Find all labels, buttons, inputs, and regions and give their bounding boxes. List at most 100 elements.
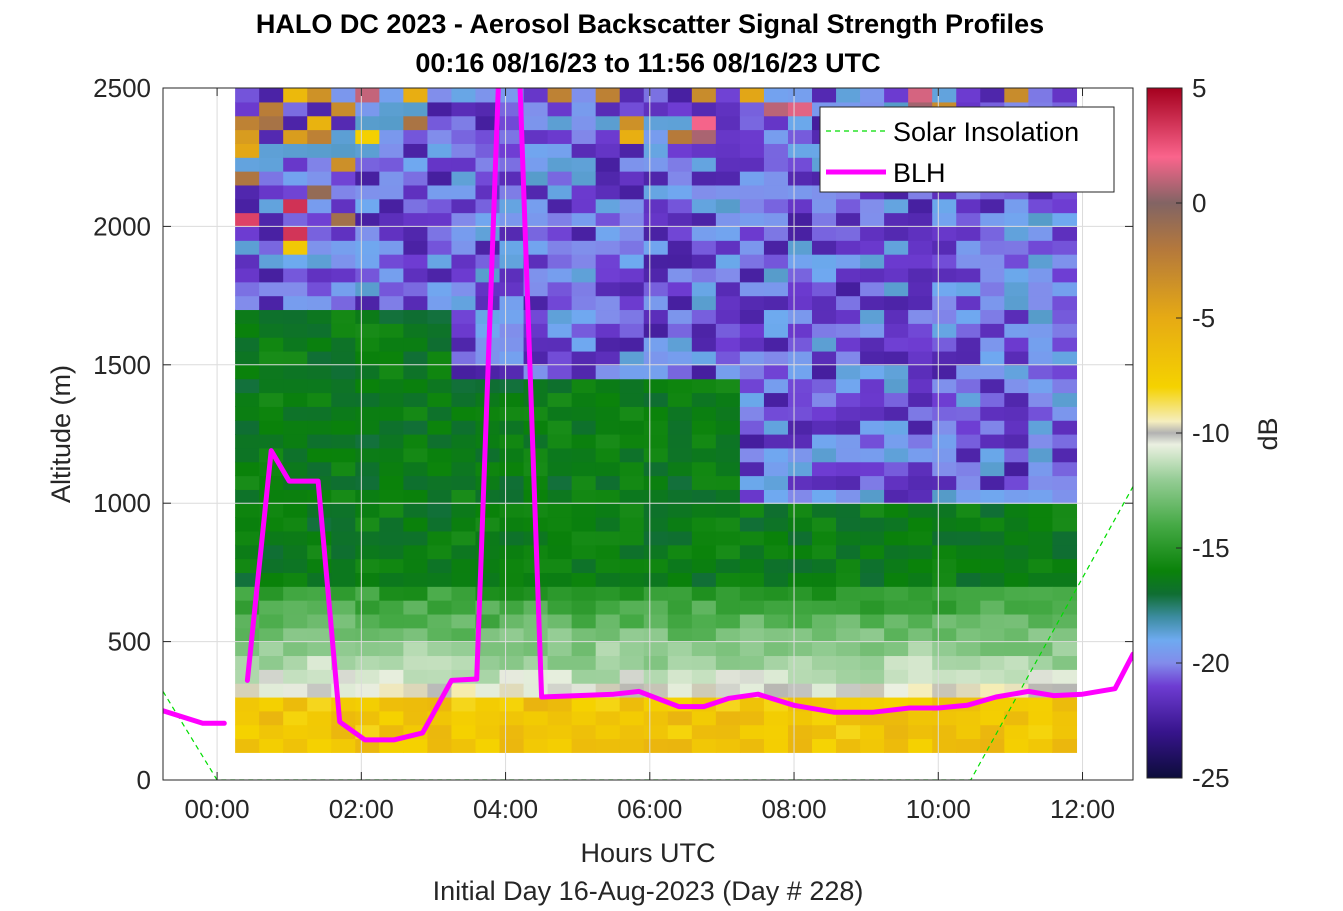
heatmap-cell [427, 517, 453, 532]
heatmap-cell [571, 337, 597, 352]
heatmap-cell [595, 240, 621, 255]
heatmap-cell [812, 572, 837, 587]
heatmap-cell [307, 530, 332, 546]
heatmap-cell [619, 392, 645, 407]
heatmap-cell [956, 309, 981, 324]
heatmap-cell [787, 378, 813, 394]
heatmap-cell [932, 586, 957, 601]
heatmap-cell [547, 226, 573, 241]
heatmap-cell [499, 226, 525, 241]
heatmap-cell [355, 683, 380, 698]
heatmap-cell [956, 350, 981, 366]
heatmap-cell [427, 254, 453, 269]
heatmap-cell [932, 710, 957, 726]
heatmap-cell [691, 323, 717, 338]
heatmap-cell [355, 129, 380, 144]
heatmap-cell [451, 323, 477, 338]
heatmap-cell [715, 641, 741, 657]
heatmap-cell [1052, 434, 1078, 449]
heatmap-cell [691, 517, 717, 532]
heatmap-cell [763, 309, 789, 324]
heatmap-cell [427, 157, 453, 172]
heatmap-cell [571, 295, 597, 311]
heatmap-cell [1052, 724, 1078, 740]
heatmap-cell [355, 558, 380, 573]
heatmap-cell [307, 378, 332, 394]
heatmap-cell [235, 461, 260, 477]
heatmap-cell [499, 309, 525, 324]
heatmap-cell [739, 655, 765, 670]
heatmap-cell [667, 267, 693, 283]
heatmap-cell [331, 406, 356, 421]
heatmap-cell [691, 364, 717, 380]
heatmap-cell [812, 600, 837, 615]
heatmap-cell [619, 447, 645, 463]
heatmap-cell [1028, 254, 1053, 269]
heatmap-cell [908, 378, 933, 394]
heatmap-cell [499, 378, 525, 394]
heatmap-cell [331, 212, 356, 227]
heatmap-cell [307, 337, 332, 352]
heatmap-cell [259, 254, 284, 269]
heatmap-cell [1028, 669, 1053, 684]
heatmap-cell [667, 586, 693, 601]
heatmap-cell [307, 184, 332, 200]
heatmap-cell [283, 627, 308, 643]
heatmap-cell [571, 420, 597, 435]
heatmap-cell [619, 572, 645, 587]
heatmap-cell [523, 392, 549, 407]
heatmap-cell [1004, 586, 1029, 601]
heatmap-cell [331, 420, 356, 435]
heatmap-cell [1052, 392, 1078, 407]
heatmap-cell [307, 641, 332, 657]
heatmap-cell [403, 503, 429, 518]
heatmap-cell [1052, 378, 1078, 394]
heatmap-cell [908, 434, 933, 449]
heatmap-cell [379, 710, 404, 726]
heatmap-cell [571, 198, 597, 214]
heatmap-cell [235, 88, 260, 103]
heatmap-cell [908, 267, 933, 283]
heatmap-cell [379, 572, 404, 587]
heatmap-cell [667, 157, 693, 172]
heatmap-cell [547, 295, 573, 311]
heatmap-cell [836, 240, 861, 255]
heatmap-cell [643, 364, 669, 380]
heatmap-cell [499, 406, 525, 421]
heatmap-cell [523, 157, 549, 172]
heatmap-cell [499, 558, 525, 573]
heatmap-cell [956, 198, 981, 214]
heatmap-cell [595, 323, 621, 338]
heatmap-cell [451, 696, 477, 712]
heatmap-cell [523, 101, 549, 117]
heatmap-cell [475, 517, 501, 532]
heatmap-cell [1052, 655, 1078, 670]
heatmap-cell [547, 101, 573, 117]
heatmap-cell [1052, 544, 1078, 560]
heatmap-cell [956, 530, 981, 546]
heatmap-cell [331, 447, 356, 463]
heatmap-cell [523, 420, 549, 435]
heatmap-cell [691, 295, 717, 311]
heatmap-cell [1052, 738, 1078, 753]
heatmap-cell [739, 710, 765, 726]
heatmap-cell [932, 613, 957, 629]
heatmap-cell [812, 198, 837, 214]
heatmap-cell [427, 115, 453, 131]
heatmap-cell [643, 489, 669, 504]
heatmap-cell [787, 254, 813, 269]
heatmap-cell [691, 129, 717, 144]
heatmap-cell [787, 461, 813, 477]
heatmap-cell [884, 558, 909, 573]
heatmap-cell [475, 627, 501, 643]
heatmap-cell [932, 364, 957, 380]
heatmap-cell [259, 143, 284, 158]
heatmap-cell [547, 378, 573, 394]
heatmap-cell [836, 503, 861, 518]
heatmap-cell [812, 88, 837, 103]
heatmap-cell [836, 364, 861, 380]
heatmap-cell [1028, 738, 1053, 753]
heatmap-cell [619, 420, 645, 435]
heatmap-cell [331, 350, 356, 366]
y-tick-label: 0 [137, 765, 151, 795]
